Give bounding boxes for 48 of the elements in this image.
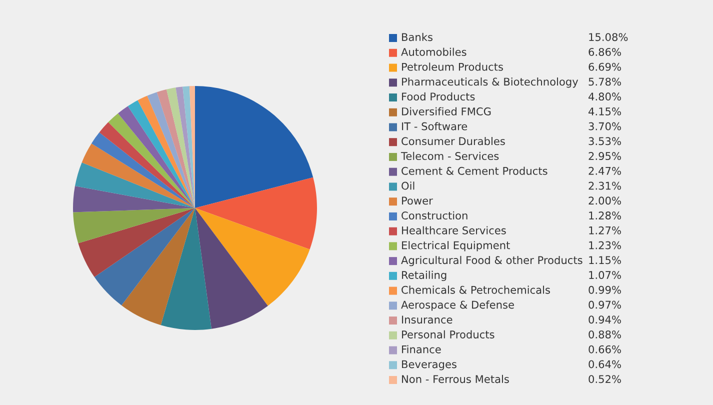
legend-label: Insurance [402,316,452,324]
legend-label: Personal Products [402,330,494,338]
legend-label: Chemicals & Petrochemicals [402,286,550,294]
legend-label: Electrical Equipment [402,241,510,252]
data-label: 2.31% [588,182,621,190]
data-label: 3.53% [588,137,621,146]
data-label: 4.80% [588,92,621,101]
legend-label: Pharmaceuticals & Biotechnology [402,78,578,88]
legend-label: Food Products [402,92,475,101]
legend-label: Consumer Durables [402,136,505,146]
legend-label: Diversified FMCG [402,107,491,116]
legend-label: IT - Software [402,122,468,130]
data-label: 15.08% [589,33,628,42]
data-label: 0.66% [588,345,621,354]
legend-label: Cement & Cement Products [402,166,548,175]
data-label: 2.47% [588,166,621,175]
legend-label: Beverages [402,360,456,370]
data-label: 2.00% [588,196,621,205]
legend-label: Retailing [402,270,446,282]
data-label: 0.97% [588,300,621,309]
data-label: 0.88% [588,330,621,338]
legend-label: Construction [402,211,468,220]
data-label: 4.15% [588,107,621,116]
legend-label: Power [402,196,433,205]
data-label: 0.94% [588,316,621,324]
data-label: 3.70% [588,122,621,130]
data-label: 1.27% [589,226,621,234]
data-label: 2.95% [588,152,621,160]
data-label: 0.99% [588,286,621,294]
legend-label: Banks [402,32,432,42]
data-label: 1.15% [589,256,621,264]
data-label: 6.69% [588,62,621,71]
legend-label: Petroleum Products [402,62,503,71]
legend-label: Agricultural Food & other Products [401,256,582,266]
legend-label: Automobiles [401,48,466,56]
legend-label: Finance [402,345,441,354]
data-label: 5.78% [588,78,621,86]
legend-label: Aerospace & Defense [401,300,514,311]
data-label: 1.23% [589,241,621,250]
data-label: 1.07% [589,271,621,279]
data-label: 6.86% [588,48,621,56]
data-label: 0.52% [588,375,621,384]
legend-label: Telecom - Services [400,152,499,160]
legend-label: Oil [402,182,414,190]
data-label: 1.28% [589,212,621,220]
legend-label: Healthcare Services [402,226,506,234]
data-label: 0.64% [588,360,621,368]
legend-label: Non - Ferrous Metals [402,374,509,384]
